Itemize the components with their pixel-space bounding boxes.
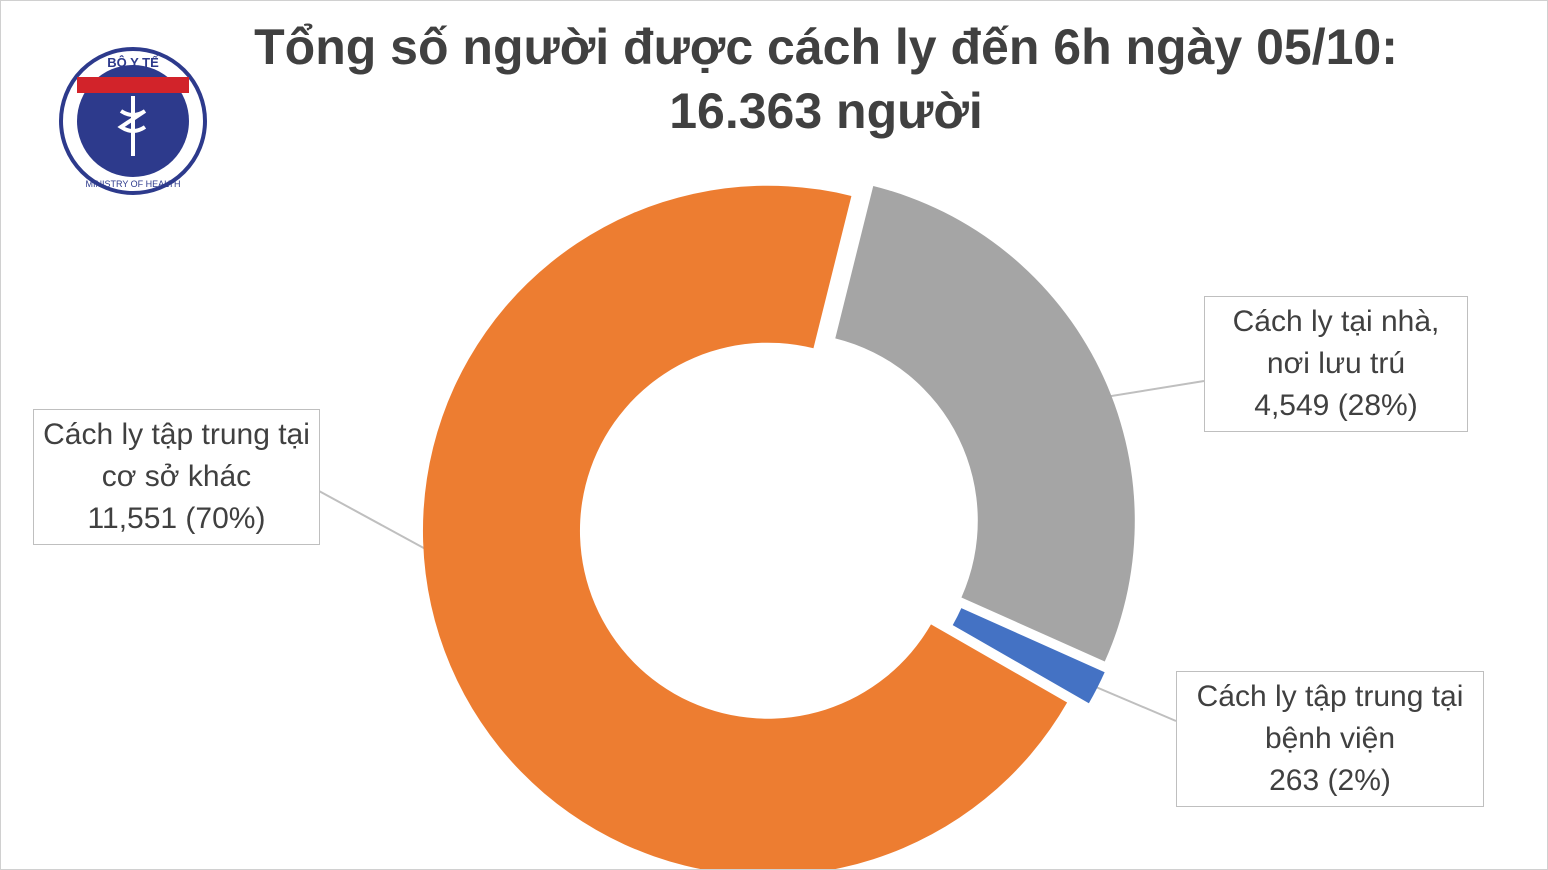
- chart-title: Tổng số người được cách ly đến 6h ngày 0…: [254, 19, 1398, 139]
- value-label: 11,551 (70%): [87, 502, 266, 535]
- slice: [423, 185, 1068, 869]
- slices: [423, 185, 1135, 869]
- category-label: Cách ly tập trung tại bệnh viện: [1196, 680, 1464, 755]
- logo-caduceus: [117, 96, 147, 156]
- category-label: Cách ly tại nhà, nơi lưu trú: [1232, 305, 1440, 380]
- logo-bottom: MINISTRY OF HEALTH: [85, 179, 180, 189]
- data-label: Cách ly tại nhà, nơi lưu trú 4,549 (28%): [1204, 296, 1468, 432]
- slice: [952, 608, 1105, 704]
- slice: [835, 185, 1135, 662]
- logo-band: [77, 77, 189, 93]
- value-label: 263 (2%): [1269, 764, 1391, 797]
- logo: BỘ Y TẾ MINISTRY OF HEALTH: [59, 47, 207, 195]
- logo-top: BỘ Y TẾ: [107, 55, 159, 70]
- data-label: Cách ly tập trung tại bệnh viện 263 (2%): [1176, 671, 1484, 807]
- data-label: Cách ly tập trung tại cơ sở khác 11,551 (…: [33, 409, 320, 545]
- category-label: Cách ly tập trung tại cơ sở khác: [43, 418, 310, 493]
- value-label: 4,549 (28%): [1254, 389, 1418, 422]
